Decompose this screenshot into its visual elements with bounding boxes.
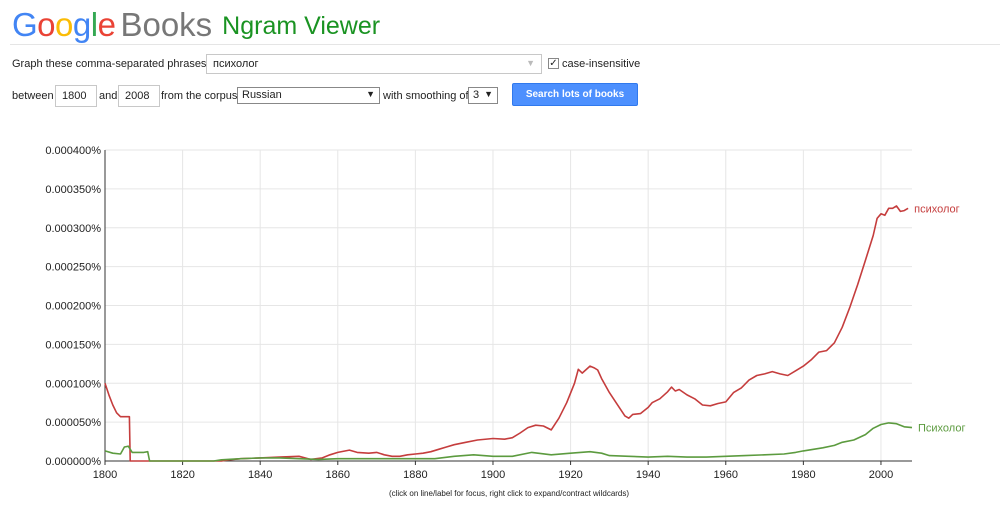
smoothing-select[interactable]: 3 ▼ [468, 87, 498, 104]
y-tick-label: 0.000350% [45, 184, 101, 196]
y-tick-label: 0.000250% [45, 262, 101, 274]
case-insensitive-label: case-insensitive [562, 58, 641, 70]
corpus-value: Russian [242, 89, 282, 101]
smoothing-label: with smoothing of [383, 90, 469, 102]
x-tick-label: 1880 [403, 469, 427, 481]
search-button[interactable]: Search lots of books [512, 83, 638, 106]
logo-letter: o [55, 6, 73, 43]
corpus-label: from the corpus [161, 90, 238, 102]
series-line[interactable] [104, 422, 913, 462]
year-start-input[interactable]: 1800 [55, 85, 97, 107]
y-tick-label: 0.000150% [45, 339, 101, 351]
case-insensitive-checkbox[interactable]: ✓ [548, 58, 559, 69]
chart-footnote: (click on line/label for focus, right cl… [388, 489, 630, 498]
chevron-down-icon: ▼ [366, 89, 375, 99]
chevron-down-icon: ▼ [526, 58, 535, 68]
x-tick-label: 1960 [714, 469, 738, 481]
google-wordmark: Google [12, 6, 116, 43]
x-tick-label: 1820 [170, 469, 194, 481]
x-tick-label: 1940 [636, 469, 660, 481]
x-tick-label: 1860 [326, 469, 350, 481]
logo-letter: o [37, 6, 56, 43]
logo-letter: G [12, 6, 38, 43]
phrases-value: психолог [213, 58, 259, 70]
series-label[interactable]: психолог [914, 203, 960, 215]
x-tick-label: 1980 [791, 469, 815, 481]
and-label: and [99, 90, 118, 102]
series-line[interactable] [104, 205, 909, 462]
phrases-input[interactable]: психолог ▼ [206, 54, 542, 74]
y-tick-label: 0.000200% [45, 301, 101, 313]
y-tick-label: 0.000300% [45, 223, 101, 235]
x-tick-label: 1900 [481, 469, 505, 481]
y-tick-label: 0.000050% [45, 417, 101, 429]
series-label[interactable]: Психолог [918, 423, 965, 435]
x-tick-label: 1920 [558, 469, 582, 481]
phrases-label: Graph these comma-separated phrases: [12, 58, 210, 70]
y-tick-label: 0.000000% [45, 456, 101, 468]
books-wordmark: Books [120, 6, 213, 43]
year-end-input[interactable]: 2008 [118, 85, 160, 107]
between-label: between [12, 90, 54, 102]
smoothing-value: 3 [473, 89, 480, 101]
ngram-viewer-title: Ngram Viewer [222, 12, 381, 40]
logo-letter: l [90, 6, 98, 43]
google-books-logo[interactable]: Google Books Ngram Viewer [12, 6, 380, 46]
x-tick-label: 2000 [869, 469, 893, 481]
y-tick-label: 0.000100% [45, 378, 101, 390]
logo-letter: e [97, 6, 116, 43]
y-tick-label: 0.000400% [45, 145, 101, 157]
x-tick-label: 1800 [93, 469, 117, 481]
x-tick-label: 1840 [248, 469, 272, 481]
chevron-down-icon: ▼ [484, 89, 493, 99]
header-divider [10, 44, 1000, 45]
check-icon: ✓ [549, 58, 558, 69]
logo-letter: g [72, 6, 91, 43]
corpus-select[interactable]: Russian ▼ [237, 87, 380, 104]
